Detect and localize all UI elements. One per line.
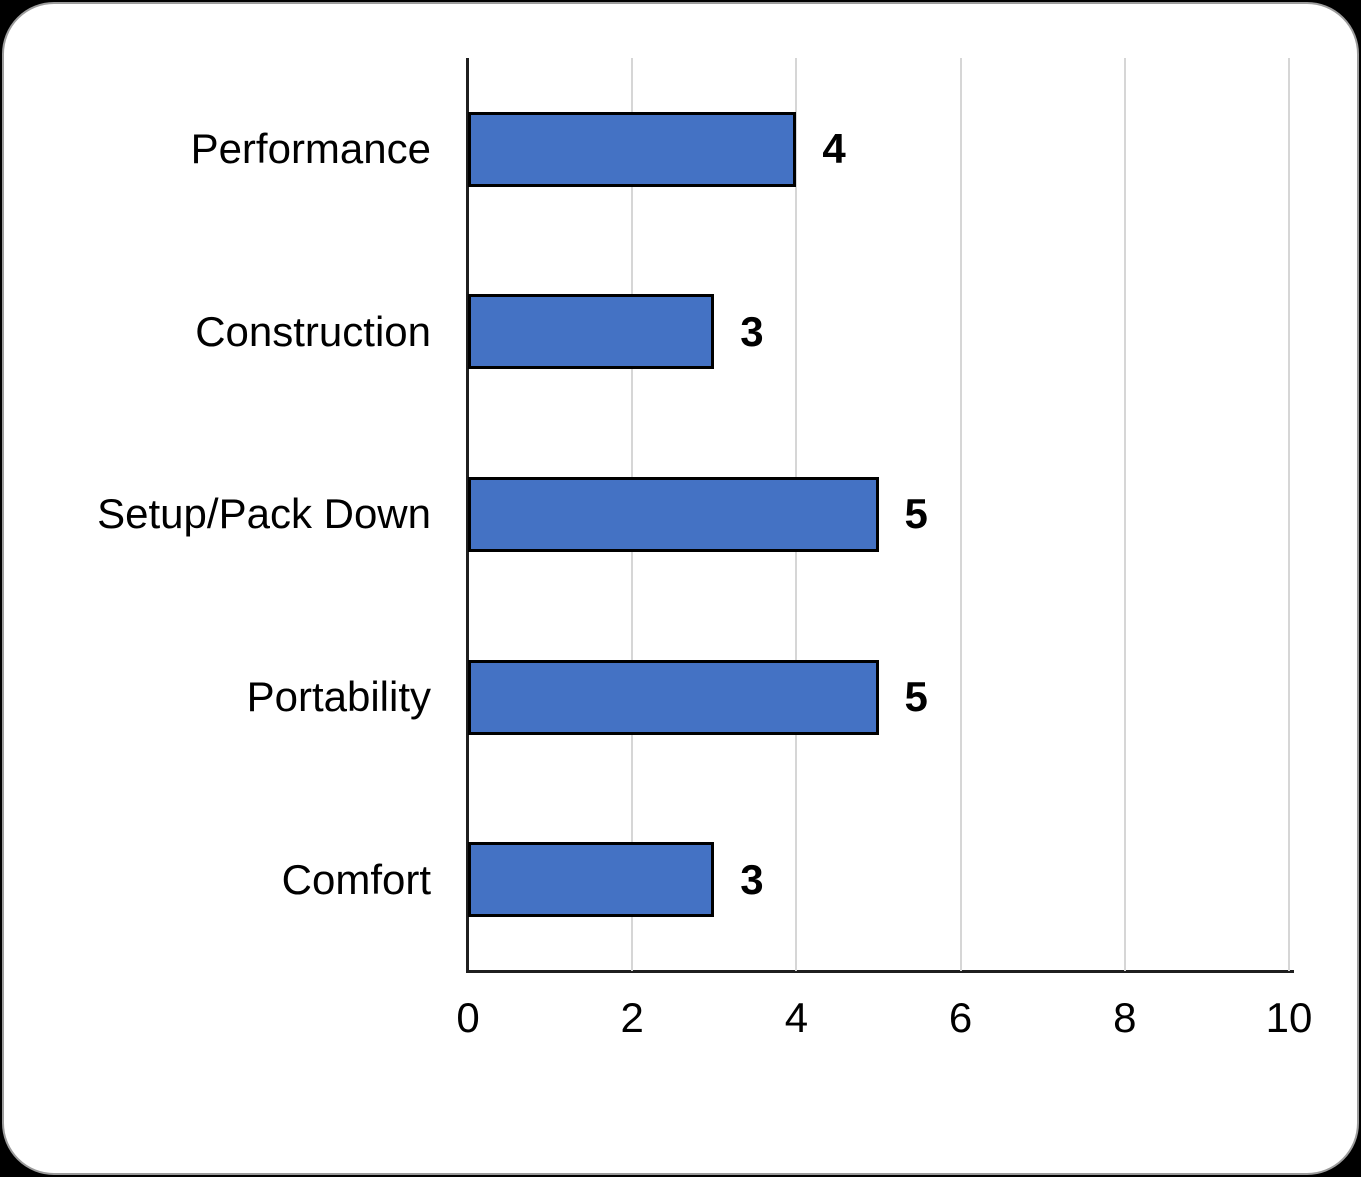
- category-label: Construction: [195, 307, 431, 355]
- bar: [468, 294, 715, 370]
- x-axis-tick-label: 2: [620, 994, 644, 1041]
- bar-row: Performance 4: [4, 58, 1357, 241]
- x-axis-tick-label: 8: [1113, 994, 1137, 1041]
- x-axis-tick-label: 4: [784, 994, 809, 1041]
- y-axis-line: [466, 58, 469, 971]
- gridline: [1123, 58, 1126, 971]
- value-label: 5: [904, 673, 928, 721]
- x-axis-tick-label: 0: [456, 994, 480, 1041]
- category-label: Comfort: [281, 855, 431, 903]
- gridline: [1288, 58, 1290, 971]
- category-label: Performance: [190, 125, 431, 173]
- x-axis-line: [466, 970, 1294, 973]
- bar: [468, 111, 797, 187]
- bar: [468, 659, 879, 735]
- x-axis-tick-label: 6: [948, 994, 973, 1041]
- category-label: Setup/Pack Down: [97, 490, 431, 538]
- bar-row: Portability 5: [4, 606, 1357, 789]
- value-label: 4: [822, 125, 846, 173]
- value-label: 5: [904, 490, 928, 538]
- gridline: [959, 58, 962, 971]
- bar: [468, 842, 715, 918]
- value-label: 3: [740, 855, 764, 903]
- value-label: 3: [740, 307, 764, 355]
- bar-row: Setup/Pack Down 5: [4, 423, 1357, 606]
- bar: [468, 476, 879, 552]
- category-label: Portability: [246, 673, 431, 721]
- x-axis-tick-label: 10: [1265, 994, 1313, 1041]
- x-axis-tick-labels: 0 2 4 6 8 10: [456, 994, 1312, 1054]
- bar-row: Comfort 3: [4, 788, 1357, 971]
- bar-row: Construction 3: [4, 241, 1357, 424]
